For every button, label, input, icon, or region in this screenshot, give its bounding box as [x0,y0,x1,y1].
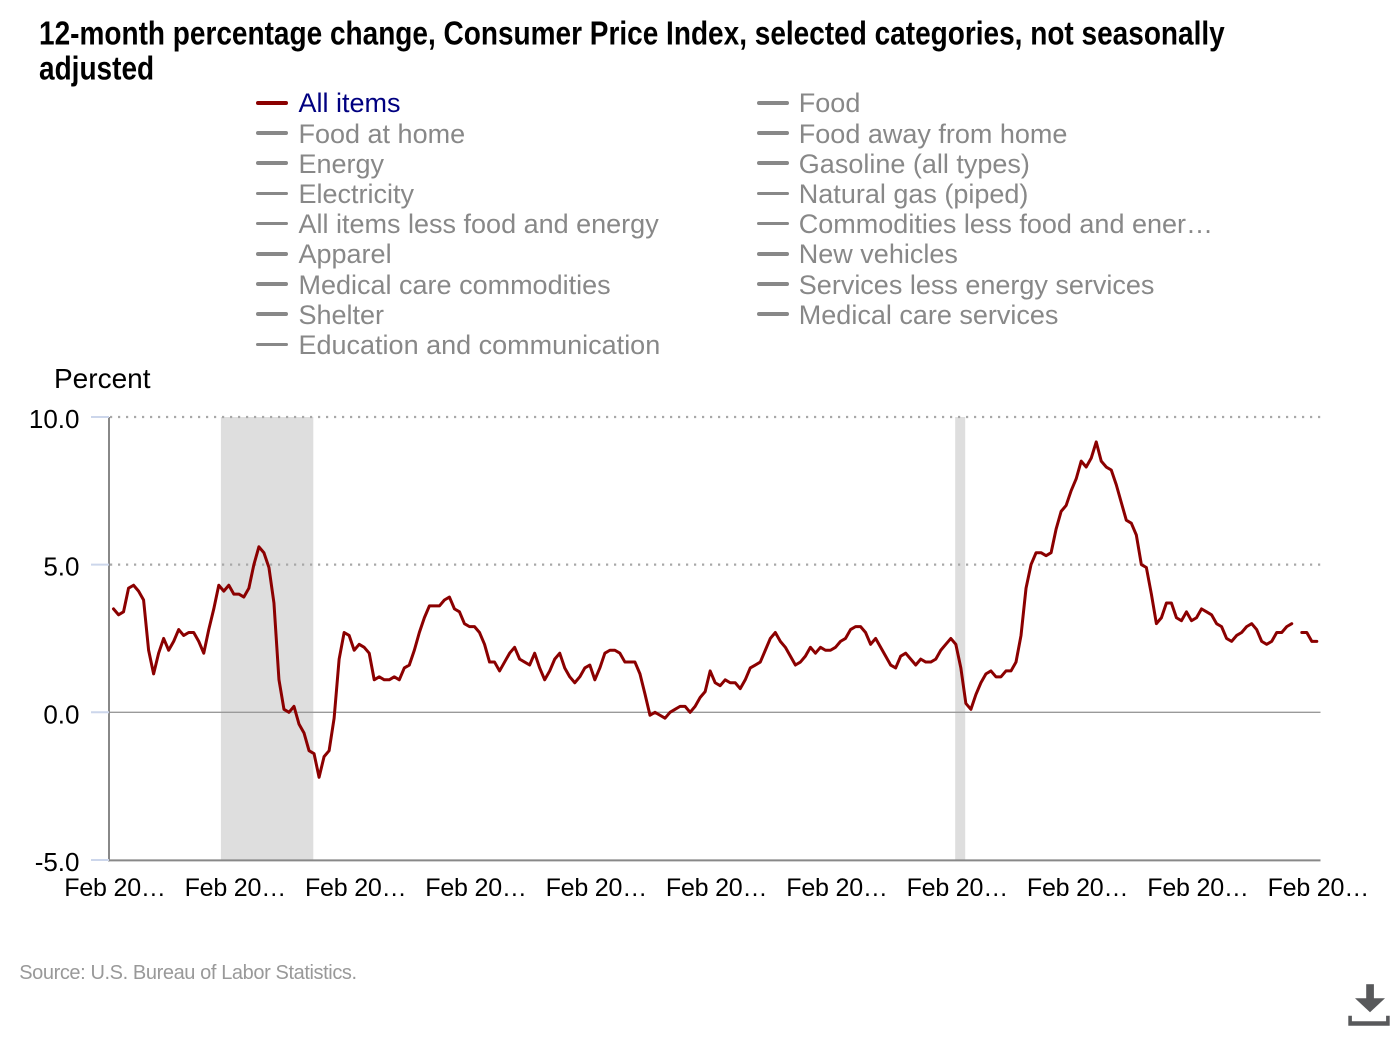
svg-text:5.0: 5.0 [43,552,79,582]
svg-text:Feb 20…: Feb 20… [786,874,887,902]
svg-text:Feb 20…: Feb 20… [185,874,286,902]
svg-text:Feb 20…: Feb 20… [907,874,1008,902]
svg-text:Feb 20…: Feb 20… [425,874,526,902]
svg-text:Feb 20…: Feb 20… [64,874,165,902]
svg-text:Feb 20…: Feb 20… [546,874,647,902]
svg-text:Feb 20…: Feb 20… [666,874,767,902]
svg-text:0.0: 0.0 [43,699,79,729]
svg-text:-5.0: -5.0 [35,847,80,877]
svg-text:Feb 20…: Feb 20… [1027,874,1128,902]
svg-text:10.0: 10.0 [29,404,80,434]
svg-text:Feb 20…: Feb 20… [305,874,406,902]
svg-text:Feb 20…: Feb 20… [1147,874,1248,902]
svg-text:Feb 20…: Feb 20… [1268,874,1369,902]
